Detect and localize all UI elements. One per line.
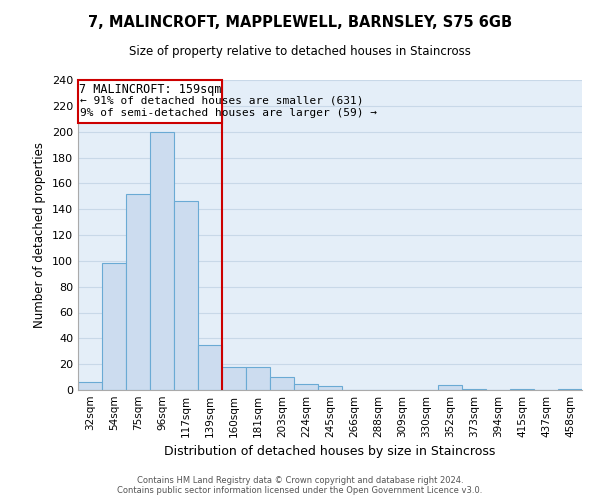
Text: Size of property relative to detached houses in Staincross: Size of property relative to detached ho…	[129, 45, 471, 58]
Bar	[102, 264, 126, 390]
X-axis label: Distribution of detached houses by size in Staincross: Distribution of detached houses by size …	[164, 446, 496, 458]
Text: ← 91% of detached houses are smaller (631): ← 91% of detached houses are smaller (63…	[80, 96, 364, 106]
Y-axis label: Number of detached properties: Number of detached properties	[34, 142, 46, 328]
Bar	[126, 194, 150, 390]
Bar	[294, 384, 318, 390]
Bar	[462, 388, 486, 390]
Bar	[270, 377, 294, 390]
Bar	[438, 385, 462, 390]
Bar	[318, 386, 342, 390]
Bar	[198, 345, 222, 390]
Bar	[78, 382, 102, 390]
FancyBboxPatch shape	[78, 80, 222, 122]
Bar	[510, 388, 534, 390]
Text: Contains HM Land Registry data © Crown copyright and database right 2024.
Contai: Contains HM Land Registry data © Crown c…	[118, 476, 482, 495]
Text: 9% of semi-detached houses are larger (59) →: 9% of semi-detached houses are larger (5…	[80, 108, 377, 118]
Bar	[246, 367, 270, 390]
Bar	[174, 202, 198, 390]
Text: 7 MALINCROFT: 159sqm: 7 MALINCROFT: 159sqm	[79, 82, 221, 96]
Bar	[150, 132, 174, 390]
Bar	[558, 388, 582, 390]
Text: 7, MALINCROFT, MAPPLEWELL, BARNSLEY, S75 6GB: 7, MALINCROFT, MAPPLEWELL, BARNSLEY, S75…	[88, 15, 512, 30]
Bar	[222, 367, 246, 390]
